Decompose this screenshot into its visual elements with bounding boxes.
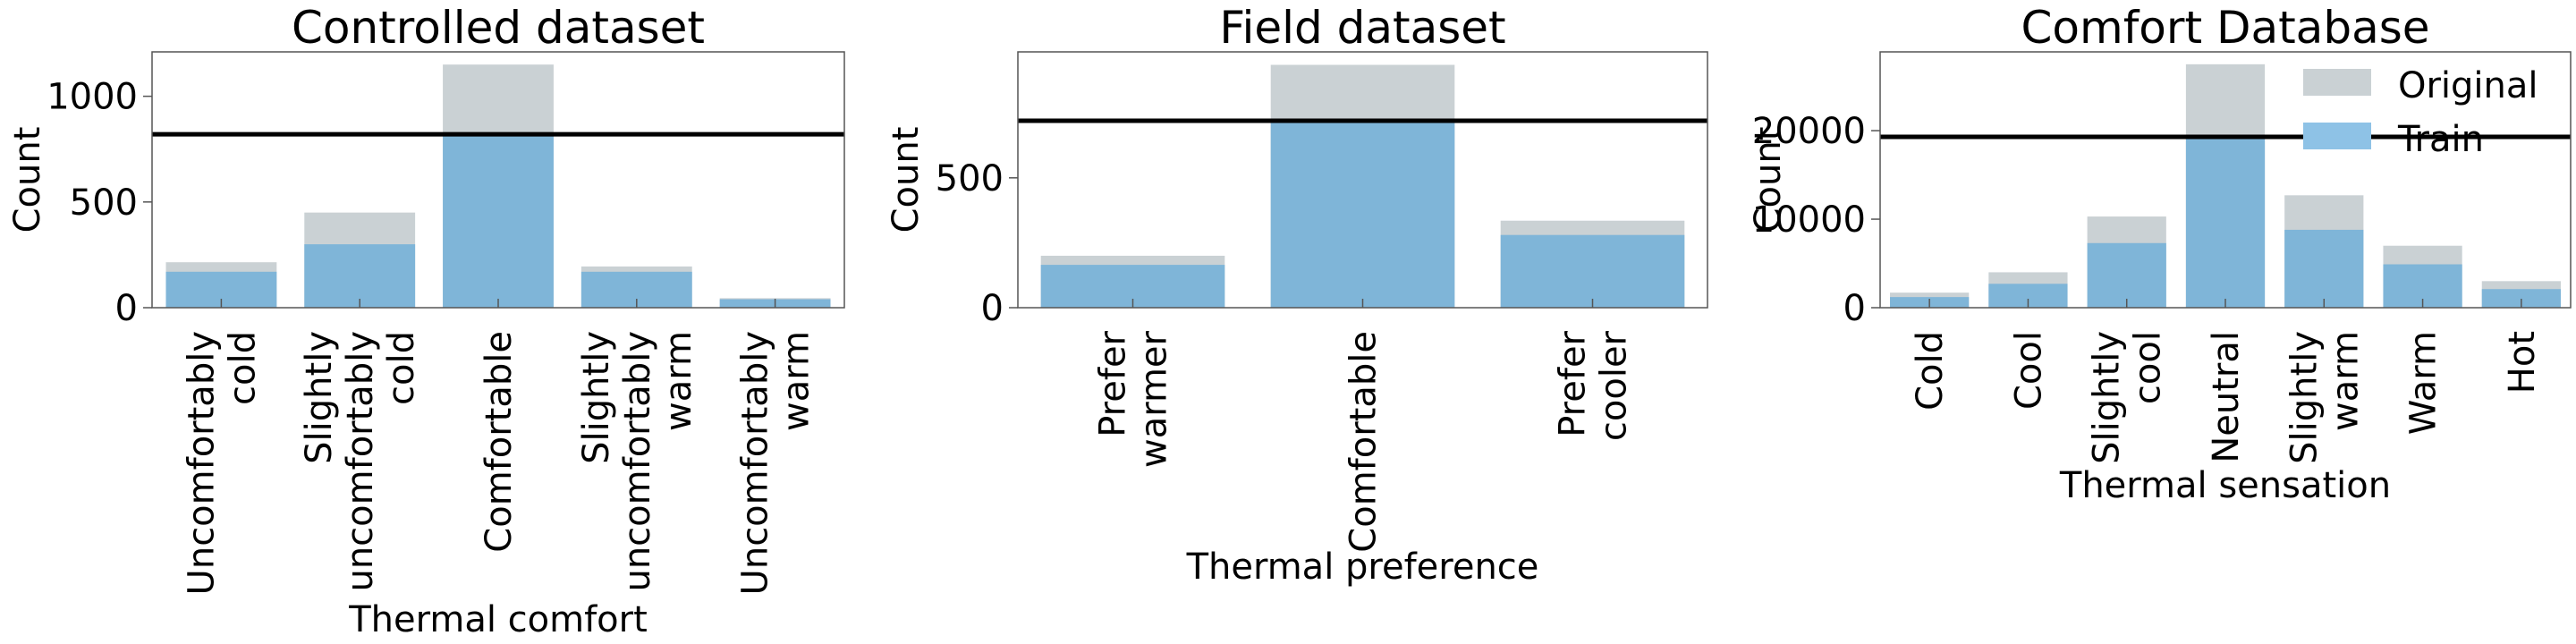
bar-train [2185,137,2266,308]
chart-panel-2: 0 500 Preferwarmer Comfortable Prefercooler F… [886,2,1708,588]
y-tick-label: 20000 [1752,111,1866,152]
legend-label: Train [2397,119,2484,160]
chart-panel-3: 0 10000 20000 Cold Cool Slightlycool Neutral Sl… [1748,2,2572,506]
x-tick-label: Slightlycool [2087,331,2169,464]
y-axis-label: Count [7,127,48,233]
bar-train [2284,229,2364,308]
bar-train [304,244,416,308]
legend-label: Original [2398,65,2538,106]
x-tick-label: Uncomfortablycold [181,331,263,595]
y-tick-label: 0 [1843,288,1866,329]
y-tick-label: 500 [936,158,1004,199]
y-axis-label: Count [886,127,927,233]
chart-title: Comfort Database [2021,2,2429,54]
x-tick-label: Slightlyuncomfortablywarm [576,331,699,592]
x-tick-label: Warm [2403,331,2445,435]
y-tick-label: 500 [70,182,138,224]
y-tick-label: 10000 [1752,199,1866,241]
bar-train [2087,242,2166,308]
y-tick-label: 0 [115,288,138,329]
legend: Original Train [2303,65,2538,160]
x-tick-label: Preferwarmer [1093,330,1175,468]
x-tick-label: Hot [2502,331,2543,394]
x-tick-label: Cold [1910,331,1951,411]
x-tick-label: Slightlywarm [2284,331,2366,464]
y-axis-label: Count [1748,127,1789,233]
chart-title: Controlled dataset [292,2,705,54]
x-tick-label: Uncomfortablywarm [735,331,818,595]
legend-swatch [2303,69,2371,96]
x-axis-label: Thermal sensation [2059,465,2391,506]
x-tick-label: Comfortable [479,331,520,553]
chart-panel-1: 0 500 1000 Uncomfortablycold Slightlyuncomfo… [7,2,845,640]
y-tick-label: 0 [981,288,1004,329]
x-axis-label: Thermal comfort [348,599,648,640]
x-tick-label: Cool [2008,331,2049,410]
chart-title: Field dataset [1219,2,1505,54]
bar-train [2481,289,2561,308]
bar-train [1500,234,1685,308]
x-tick-label: Prefercooler [1553,330,1635,441]
legend-swatch [2303,123,2371,149]
y-tick-label: 1000 [47,77,138,118]
x-tick-label: Neutral [2206,331,2247,463]
bar-train [443,134,554,308]
x-axis-label: Thermal preference [1186,547,1539,588]
bar-train [1270,120,1455,308]
x-tick-label: Comfortable [1343,331,1385,553]
x-tick-label: Slightlyuncomfortablycold [299,331,422,592]
